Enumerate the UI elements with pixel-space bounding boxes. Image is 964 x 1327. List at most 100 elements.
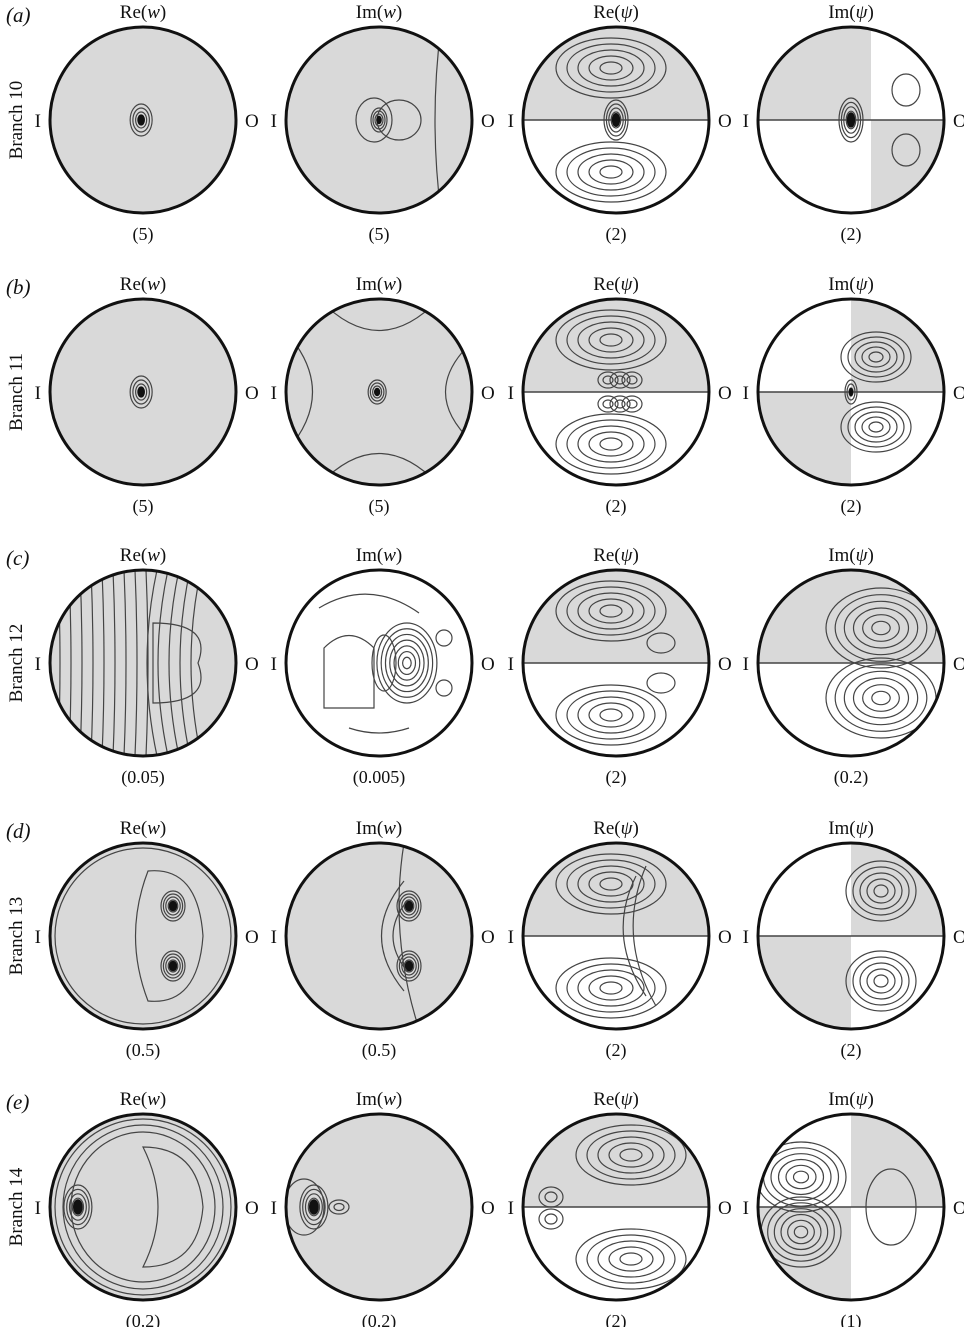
contour-panel <box>284 841 474 1031</box>
contour-line <box>840 331 912 383</box>
panel-fill <box>758 299 944 485</box>
contour-line <box>538 1186 564 1208</box>
contour-line <box>871 690 891 706</box>
contour-scale: (2) <box>606 1311 627 1327</box>
contour-line <box>873 974 889 988</box>
contour-scale: (2) <box>841 496 862 517</box>
inner-label: I <box>271 1198 277 1219</box>
contour-line <box>844 379 858 405</box>
contour-line <box>866 968 896 994</box>
contour-line <box>555 684 667 746</box>
contour-panel <box>48 297 238 487</box>
outer-label: O <box>718 383 732 404</box>
contour-line <box>847 406 905 448</box>
contour-line <box>398 953 420 979</box>
contour-line <box>614 399 626 409</box>
contour-line <box>866 878 896 904</box>
contour-line <box>862 614 900 642</box>
contour-line <box>167 959 179 973</box>
contour-line <box>376 622 438 704</box>
contour-line <box>621 371 643 389</box>
outer-label: O <box>953 927 964 948</box>
contour-line <box>777 1158 825 1196</box>
panel-fill <box>318 593 453 734</box>
contour-line <box>780 1213 822 1251</box>
contour-line <box>397 650 417 676</box>
contour-line <box>304 1193 323 1221</box>
singularity-core <box>309 1199 319 1215</box>
domain-boundary <box>521 568 711 758</box>
contour-line <box>123 570 127 756</box>
contour-line <box>599 981 623 995</box>
contour-line <box>371 634 397 692</box>
row-letter: (b) <box>6 275 31 299</box>
contour-line <box>597 395 619 413</box>
contour-line <box>773 1208 829 1256</box>
contour-line <box>626 399 638 409</box>
panel-title: Re(w) <box>120 2 166 23</box>
contour-line <box>566 315 656 365</box>
domain-boundary <box>756 1112 946 1302</box>
contour-panel <box>521 841 711 1031</box>
contour-line <box>770 1153 832 1201</box>
singularity-core <box>168 960 178 972</box>
contour-panel <box>756 1112 946 1302</box>
contour-line <box>328 1199 350 1215</box>
outer-label: O <box>245 1198 259 1219</box>
contour-line <box>392 900 408 972</box>
contour-line <box>318 593 420 614</box>
contour-scale: (2) <box>841 224 862 245</box>
contour-line <box>577 592 645 630</box>
contour-line <box>588 702 634 728</box>
singularity-core <box>137 114 145 126</box>
contour-line <box>401 896 417 916</box>
domain-boundary <box>48 297 238 487</box>
contour-line <box>538 1208 564 1230</box>
contour-line <box>602 375 614 385</box>
shaded-region <box>286 843 472 1029</box>
contour-line <box>555 37 667 99</box>
contour-line <box>588 159 634 185</box>
contour-line <box>626 375 638 385</box>
contour-line <box>132 107 150 133</box>
contour-line <box>348 727 410 734</box>
contour-scale: (0.05) <box>121 767 165 788</box>
contour-line <box>599 708 623 722</box>
contour-line <box>599 437 623 451</box>
contour-line <box>575 1124 687 1186</box>
contour-line <box>132 379 150 405</box>
shaded-region <box>871 120 944 213</box>
contour-line <box>847 336 905 378</box>
contour-scale: (5) <box>369 224 390 245</box>
contour-line <box>577 153 645 191</box>
panel-title: Re(w) <box>120 274 166 295</box>
domain-boundary <box>284 25 474 215</box>
contour-scale: (0.2) <box>362 1311 397 1327</box>
contour-line <box>785 1164 817 1190</box>
contour-line <box>599 333 623 347</box>
panel-title: Im(w) <box>356 818 402 839</box>
contour-line <box>134 570 138 756</box>
panel-fill <box>50 299 236 485</box>
contour-line <box>599 604 623 618</box>
contour-line <box>370 107 388 133</box>
contour-line <box>891 73 921 107</box>
contour-line <box>380 880 405 992</box>
contour-panel <box>284 297 474 487</box>
outer-label: O <box>481 654 495 675</box>
panel-fill <box>286 299 472 485</box>
contour-line <box>845 860 917 922</box>
inner-label: I <box>508 927 514 948</box>
contour-line <box>603 99 629 141</box>
contour-line <box>865 1168 917 1246</box>
contour-line <box>403 959 415 973</box>
contour-line <box>544 1191 558 1203</box>
inner-label: I <box>743 927 749 948</box>
inner-label: I <box>743 654 749 675</box>
row-letter: (e) <box>6 1090 29 1114</box>
contour-line <box>838 97 864 143</box>
contour-scale: (0.2) <box>834 767 869 788</box>
branch-label: Branch 13 <box>6 897 27 976</box>
panel-title: Re(ψ) <box>593 2 639 23</box>
